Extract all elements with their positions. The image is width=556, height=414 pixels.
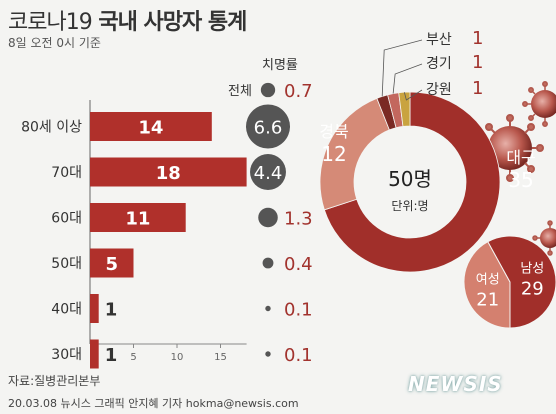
virus-decoration-group (476, 81, 556, 256)
cfr-all-value: 0.7 (284, 81, 313, 102)
bar (90, 294, 99, 323)
donut-slice-value: 35 (508, 168, 533, 192)
gender-slice-label: 남성 (520, 261, 544, 276)
donut-slice-value: 12 (321, 142, 346, 166)
virus-icon (476, 114, 544, 182)
gender-slice-label: 여성 (476, 273, 500, 288)
x-tick-label: 15 (214, 352, 227, 363)
bar-value-label: 5 (105, 254, 118, 275)
cfr-all-bubble (260, 82, 276, 98)
bar-value-label: 1 (105, 345, 118, 366)
cfr-bubble (262, 257, 274, 269)
gender-slice (463, 241, 511, 329)
category-label: 50대 (51, 256, 82, 272)
virus-icon (532, 220, 556, 256)
cfr-bubble (265, 351, 271, 357)
donut-slice-label: 경북 (319, 122, 348, 141)
category-label: 40대 (51, 302, 82, 318)
category-label: 30대 (51, 347, 82, 363)
title-light: 코로나19 (8, 10, 93, 35)
bar-value-label: 14 (138, 118, 163, 139)
cfr-value-label: 0.4 (284, 254, 313, 275)
donut-center-unit: 단위:명 (391, 199, 428, 213)
title-bold: 국내 사망자 통계 (98, 10, 247, 35)
bar (90, 248, 134, 278)
cfr-all-label: 전체 (228, 84, 252, 99)
bar-value-label: 11 (125, 209, 150, 230)
donut-slice-label: 대구 (506, 148, 535, 167)
gender-slice (487, 235, 556, 329)
callout-value: 1 (472, 78, 483, 99)
credit-line: 20.03.08 뉴시스 그래픽 안지혜 기자 hokma@newsis.com (8, 397, 299, 410)
callout-value: 1 (472, 28, 483, 49)
callout-label: 경기 (426, 56, 452, 72)
page-subtitle: 8일 오전 0시 기준 (8, 36, 101, 50)
virus-icon (522, 81, 556, 127)
source-note: 자료:질병관리본부 (8, 374, 101, 388)
bar (90, 339, 99, 369)
gender-pie-chart: 여성 21 남성 29 (463, 235, 556, 329)
callout-value: 1 (472, 52, 483, 73)
cfr-value-label: 0.1 (284, 345, 313, 366)
donut-slice (323, 91, 501, 273)
cfr-bubble (246, 104, 290, 149)
cfr-bubble (265, 305, 271, 312)
page-title: 코로나19 국내 사망자 통계 (8, 4, 247, 36)
category-label: 60대 (51, 211, 82, 227)
bar (90, 157, 247, 187)
callout-line (381, 39, 423, 97)
cfr-value-label: 0.1 (284, 300, 313, 321)
category-label: 70대 (51, 165, 82, 181)
x-tick-label: 5 (130, 352, 136, 363)
x-tick-label: 10 (171, 352, 184, 363)
bar-value-label: 18 (156, 163, 181, 184)
bar (90, 203, 186, 232)
donut-center-value: 50명 (388, 167, 432, 191)
callout-line (392, 63, 423, 94)
cfr-value-label: 4.4 (254, 163, 283, 184)
gender-slice-value: 29 (521, 278, 544, 299)
newsis-logo: NEWSIS (408, 372, 503, 396)
cfr-value-label: 6.6 (254, 118, 283, 139)
cfr-bubble (258, 207, 278, 228)
callout-label: 부산 (426, 32, 452, 48)
cfr-column-header: 치명률 (262, 58, 298, 73)
bar-value-label: 1 (105, 300, 118, 321)
category-label: 80세 이상 (21, 120, 82, 136)
callout-line (403, 89, 423, 101)
callout-label: 강원 (426, 82, 452, 98)
gender-slice-value: 21 (476, 290, 499, 311)
cfr-value-label: 1.3 (284, 209, 313, 230)
cfr-bubble (250, 154, 286, 190)
donut-slice (398, 91, 411, 127)
bar (90, 112, 212, 141)
